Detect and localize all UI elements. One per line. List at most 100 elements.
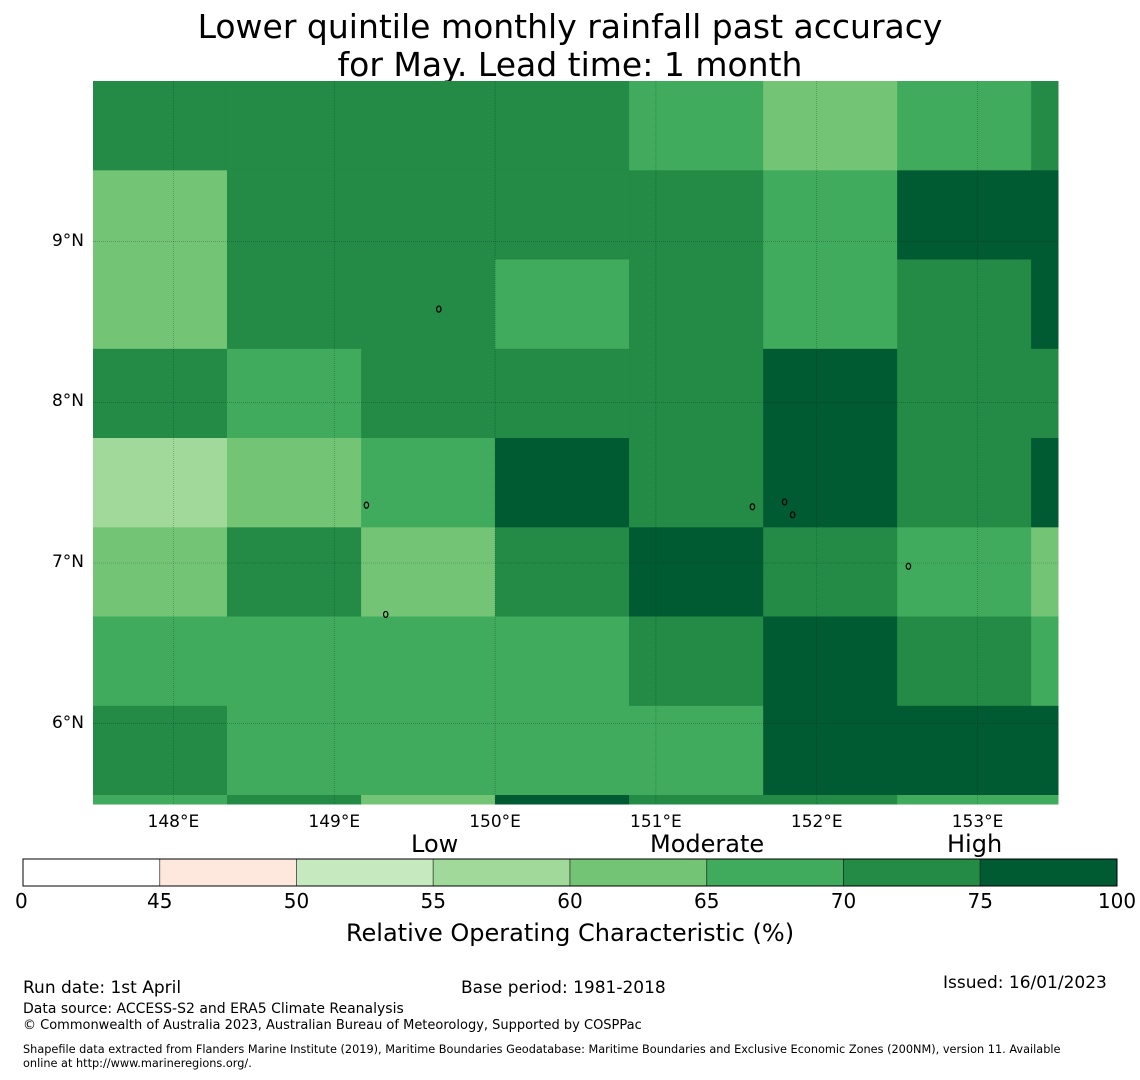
grid-cell [93, 705, 228, 796]
shapefile-credit-line-2: online at http://www.marineregions.org/. [23, 1057, 252, 1070]
grid-cell [629, 616, 764, 707]
grid-cell [629, 170, 764, 261]
colorbar [22, 858, 1118, 887]
colorbar-tick-label: 100 [1097, 889, 1137, 913]
grid-cell [93, 348, 228, 439]
colorbar-segment [296, 858, 434, 887]
colorbar-segment [979, 858, 1118, 887]
grid-cell [361, 795, 496, 805]
grid-cell [495, 616, 630, 707]
grid-cell [1031, 170, 1059, 261]
grid-cell [226, 348, 362, 439]
grid-cell [763, 438, 898, 528]
grid-cell [495, 438, 630, 528]
grid-cell [1031, 705, 1059, 796]
copyright: © Commonwealth of Australia 2023, Austra… [23, 1018, 642, 1033]
colorbar-segment [432, 858, 571, 887]
grid-cell [226, 795, 362, 805]
category-low: Low [411, 830, 459, 858]
map-plot [93, 81, 1059, 805]
grid-cell [93, 795, 228, 805]
colorbar-tick-label: 50 [283, 889, 310, 913]
map-title-line-1: Lower quintile monthly rainfall past acc… [197, 7, 943, 46]
grid-cell [763, 170, 898, 261]
run-date: Run date: 1st April [23, 978, 182, 998]
base-period: Base period: 1981-2018 [461, 978, 666, 998]
longitude-tick-label: 149°E [308, 812, 361, 832]
colorbar-tick-label: 70 [830, 889, 857, 913]
latitude-tick-label: 8°N [51, 391, 84, 412]
grid-cell [361, 438, 496, 528]
grid-cell [897, 616, 1032, 707]
grid-cell [495, 348, 630, 439]
grid-cell [897, 81, 1032, 171]
grid-cell [1031, 348, 1059, 439]
grid-cell [897, 438, 1032, 528]
grid-cell [763, 81, 898, 171]
island-outline [435, 305, 442, 313]
grid-cell [361, 616, 496, 707]
grid-cell [361, 527, 496, 618]
colorbar-title: Relative Operating Characteristic (%) [345, 919, 795, 947]
longitude-tick-label: 152°E [790, 812, 843, 832]
grid-cell [361, 170, 496, 261]
grid-cell [1031, 795, 1059, 805]
colorbar-segment [843, 858, 981, 887]
grid-cell [361, 705, 496, 796]
grid-cell [361, 81, 496, 171]
grid-cell [629, 348, 764, 439]
grid-cell [93, 81, 228, 171]
grid-cell [495, 259, 630, 350]
colorbar-tick-label: 65 [694, 889, 720, 913]
grid-cell [93, 438, 228, 528]
colorbar-tick-label: 60 [557, 889, 583, 913]
island-outline [749, 503, 756, 511]
grid-cell [629, 705, 764, 796]
grid-cell [495, 527, 630, 618]
map-area [93, 81, 1059, 805]
colorbar-tick-label: 75 [967, 889, 993, 913]
grid-cell [897, 348, 1032, 439]
grid-cell [226, 616, 362, 707]
category-moderate: Moderate [650, 830, 765, 858]
grid-cell [1031, 259, 1059, 350]
map-title-line-2: for May. Lead time: 1 month [337, 45, 803, 84]
longitude-tick-label: 148°E [147, 812, 200, 832]
grid-cell [93, 170, 228, 261]
grid-cell [495, 795, 630, 805]
grid-cell [897, 795, 1032, 805]
colorbar-segment [22, 858, 161, 887]
longitude-tick-label: 151°E [630, 812, 682, 832]
latitude-tick-label: 7°N [51, 552, 84, 572]
grid-cell [629, 259, 764, 350]
colorbar-segment [706, 858, 844, 887]
grid-cell [495, 170, 630, 261]
latitude-tick-label: 9°N [51, 230, 84, 251]
grid-cell [897, 527, 1032, 618]
grid-cell [763, 616, 898, 707]
issued-date: Issued: 16/01/2023 [943, 973, 1107, 993]
colorbar-tick-label: 45 [147, 889, 173, 913]
grid-cell [1031, 616, 1059, 707]
island-outline [781, 498, 788, 506]
latitude-tick-label: 6°N [51, 712, 84, 733]
grid-cell [763, 259, 898, 350]
grid-cell [495, 81, 630, 171]
island-outline [789, 511, 796, 519]
grid-cell [629, 527, 764, 618]
island-outline [905, 562, 912, 570]
colorbar-tick-label: 55 [420, 889, 446, 913]
grid-cell [629, 795, 764, 805]
grid-cell [226, 438, 362, 528]
grid-cell [226, 170, 362, 261]
grid-cell [763, 348, 898, 439]
category-high: High [947, 830, 1003, 858]
grid-cell [1031, 527, 1059, 618]
grid-cell [361, 348, 496, 439]
colorbar-outline [22, 858, 1118, 887]
grid-cell [361, 259, 496, 350]
island-outline [382, 610, 389, 619]
grid-cell [629, 81, 764, 171]
grid-cell [1031, 438, 1059, 528]
grid-cell [93, 616, 228, 707]
